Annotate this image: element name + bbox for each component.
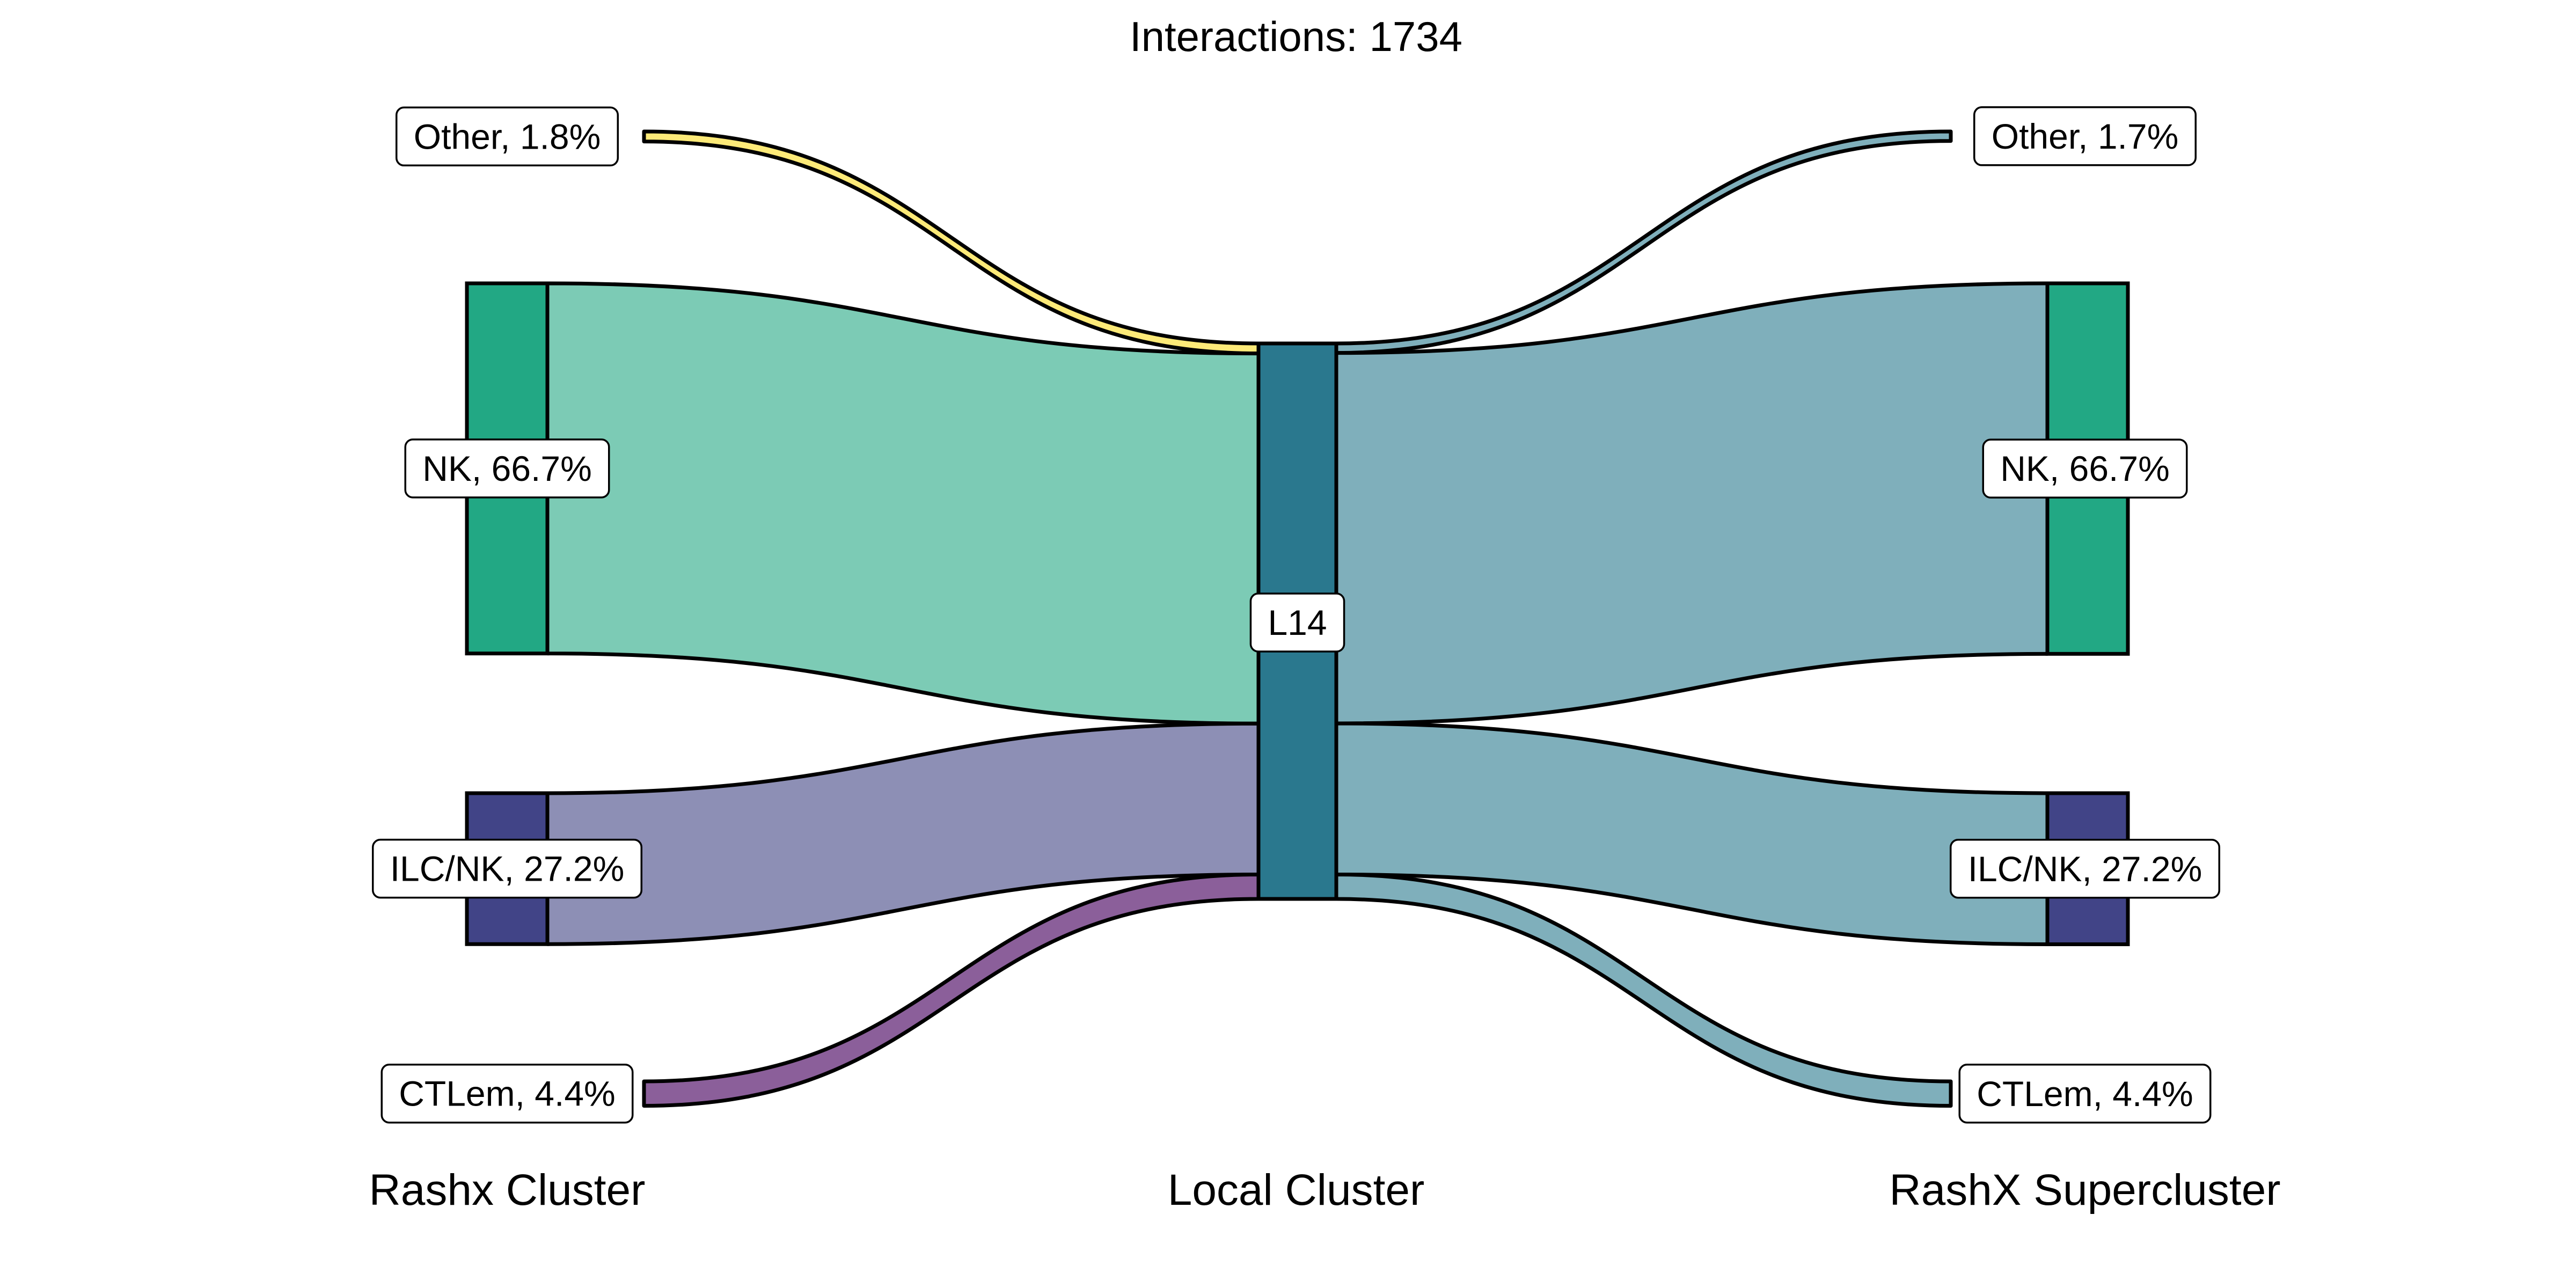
left-flows (545, 129, 1261, 1108)
flow-left-ilcnk (545, 721, 1261, 946)
flow-right-ctlem (1334, 872, 1953, 1108)
label-left-other-text: Other, 1.8% (414, 116, 601, 156)
label-right-ctlem-text: CTLem, 4.4% (1977, 1074, 2193, 1114)
label-right-ilcnk: ILC/NK, 27.2% (1949, 839, 2221, 899)
label-left-ctlem-text: CTLem, 4.4% (399, 1074, 615, 1114)
flow-right-other (1334, 129, 1953, 355)
flow-left-nk (545, 281, 1261, 726)
label-left-nk-text: NK, 66.7% (422, 449, 592, 488)
axis-label-middle: Local Cluster (1168, 1166, 1425, 1214)
label-left-ilcnk-text: ILC/NK, 27.2% (390, 849, 625, 889)
chart-title: Interactions: 1734 (1130, 13, 1462, 60)
label-left-other: Other, 1.8% (395, 106, 619, 167)
label-right-nk: NK, 66.7% (1982, 438, 2188, 499)
axis-label-left: Rashx Cluster (369, 1166, 646, 1214)
label-right-nk-text: NK, 66.7% (2000, 449, 2170, 488)
label-middle-text: L14 (1268, 603, 1327, 642)
label-left-ilcnk: ILC/NK, 27.2% (371, 838, 643, 899)
label-right-ctlem: CTLem, 4.4% (1958, 1064, 2212, 1124)
flow-right-ilcnk (1334, 721, 2050, 947)
label-middle: L14 (1249, 592, 1345, 653)
label-right-other: Other, 1.7% (1973, 106, 2197, 166)
label-right-other-text: Other, 1.7% (1992, 116, 2179, 156)
label-left-nk: NK, 66.7% (404, 438, 610, 499)
right-flows (1334, 129, 2050, 1108)
label-right-ilcnk-text: ILC/NK, 27.2% (1968, 849, 2202, 889)
axis-label-right: RashX Supercluster (1889, 1166, 2280, 1214)
label-left-ctlem: CTLem, 4.4% (380, 1063, 634, 1124)
flow-right-nk (1334, 281, 2050, 726)
node-labels: Other, 1.8% Other, 1.7% NK, 66.7% NK, 66.7%… (371, 106, 2221, 1124)
